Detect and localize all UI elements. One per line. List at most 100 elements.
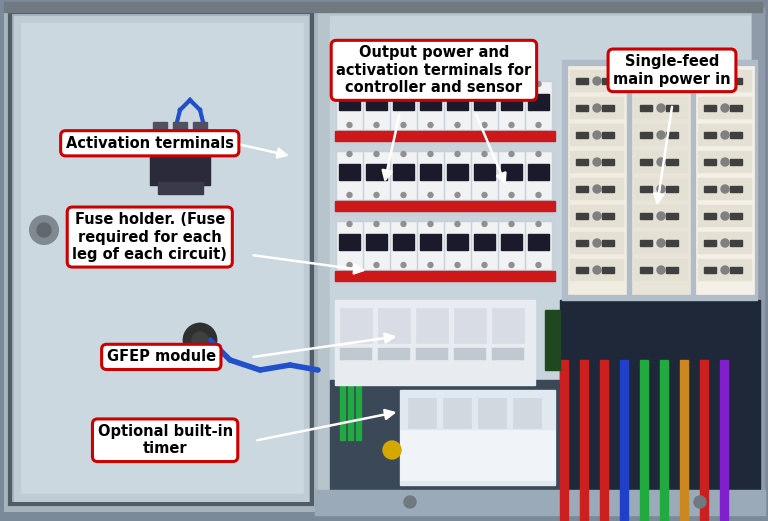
Bar <box>393 164 414 180</box>
Circle shape <box>593 185 601 193</box>
Bar <box>666 132 678 138</box>
Bar <box>730 105 742 111</box>
Bar <box>704 267 716 273</box>
Circle shape <box>536 192 541 197</box>
Bar <box>318 8 760 508</box>
Bar <box>576 186 588 192</box>
Circle shape <box>404 496 416 508</box>
Bar <box>526 152 551 199</box>
Bar <box>340 308 372 343</box>
Bar <box>400 390 555 485</box>
Bar <box>4 2 762 12</box>
Bar <box>418 222 443 269</box>
Circle shape <box>593 158 601 166</box>
Bar <box>391 152 416 199</box>
Bar <box>666 213 678 219</box>
Bar <box>576 159 588 165</box>
Bar <box>454 308 486 343</box>
Bar <box>420 94 441 110</box>
Bar <box>700 360 708 520</box>
Circle shape <box>721 77 729 85</box>
Bar <box>378 348 410 360</box>
Circle shape <box>383 441 401 459</box>
Bar <box>640 267 652 273</box>
Circle shape <box>657 158 665 166</box>
Bar <box>339 234 360 250</box>
Bar <box>602 267 614 273</box>
Circle shape <box>657 266 665 274</box>
Bar <box>193 122 207 132</box>
Bar <box>602 78 614 84</box>
Bar <box>602 213 614 219</box>
Circle shape <box>455 192 460 197</box>
Circle shape <box>509 221 514 227</box>
Bar <box>704 240 716 246</box>
Bar <box>492 308 524 343</box>
Bar <box>364 222 389 269</box>
Circle shape <box>593 77 601 85</box>
Bar <box>330 380 560 494</box>
Circle shape <box>374 81 379 86</box>
Bar <box>356 380 361 440</box>
Circle shape <box>401 152 406 156</box>
Circle shape <box>482 221 487 227</box>
Bar <box>416 308 448 343</box>
Bar <box>704 132 716 138</box>
Bar <box>696 66 754 294</box>
Bar <box>704 159 716 165</box>
Bar <box>730 267 742 273</box>
Bar <box>730 240 742 246</box>
Bar <box>474 234 495 250</box>
Bar <box>364 152 389 199</box>
Bar <box>576 267 588 273</box>
Text: Optional built-in
timer: Optional built-in timer <box>98 424 233 456</box>
Bar <box>153 122 167 132</box>
Bar <box>730 78 742 84</box>
Bar <box>570 259 624 281</box>
Text: GFEP module: GFEP module <box>107 350 216 364</box>
Circle shape <box>347 152 352 156</box>
Circle shape <box>657 131 665 139</box>
Bar <box>666 186 678 192</box>
Bar <box>526 222 551 269</box>
Circle shape <box>30 216 58 244</box>
Bar <box>640 213 652 219</box>
Bar <box>570 70 624 92</box>
Bar <box>348 380 353 440</box>
Circle shape <box>401 263 406 267</box>
Bar <box>576 240 588 246</box>
Circle shape <box>509 152 514 156</box>
Circle shape <box>428 122 433 128</box>
Circle shape <box>455 221 460 227</box>
Circle shape <box>509 263 514 267</box>
Circle shape <box>721 104 729 112</box>
Circle shape <box>721 266 729 274</box>
Bar <box>339 164 360 180</box>
Bar <box>698 70 752 92</box>
Bar <box>528 234 549 250</box>
Bar <box>570 232 624 254</box>
Bar <box>698 151 752 173</box>
Bar <box>545 310 560 370</box>
Text: Output power and
activation terminals for
controller and sensor: Output power and activation terminals fo… <box>336 45 531 95</box>
Circle shape <box>593 131 601 139</box>
Bar <box>634 151 688 173</box>
Bar <box>418 82 443 129</box>
Bar <box>501 164 522 180</box>
Circle shape <box>657 212 665 220</box>
Circle shape <box>657 185 665 193</box>
Bar <box>340 380 345 440</box>
Text: Single-feed
main power in: Single-feed main power in <box>613 54 731 86</box>
Bar <box>704 186 716 192</box>
Circle shape <box>593 104 601 112</box>
Bar <box>634 232 688 254</box>
Bar <box>158 182 203 194</box>
Bar <box>698 205 752 227</box>
Circle shape <box>509 192 514 197</box>
Bar <box>698 178 752 200</box>
Bar <box>640 78 652 84</box>
Circle shape <box>347 221 352 227</box>
Bar <box>447 164 468 180</box>
Bar <box>364 82 389 129</box>
Bar <box>580 360 588 520</box>
